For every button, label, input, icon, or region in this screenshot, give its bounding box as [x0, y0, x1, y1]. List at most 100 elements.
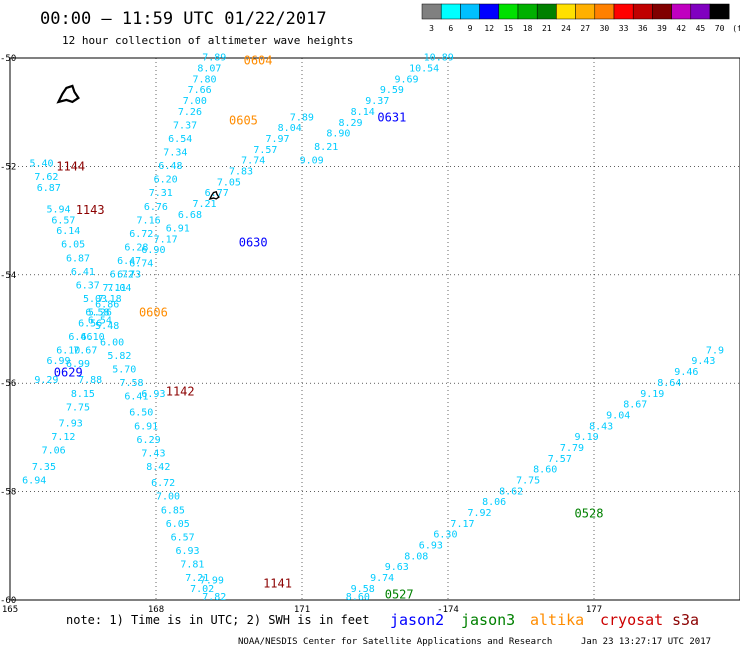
swh-value: 6.73	[117, 270, 141, 281]
swh-value: 8.21	[314, 142, 338, 153]
legend-swatch	[690, 3, 711, 20]
swh-value: 9.04	[606, 410, 630, 421]
swh-value: 8.43	[589, 421, 613, 432]
swh-value: 7.35	[32, 462, 56, 473]
y-tick-label: -50	[0, 54, 16, 64]
legend-label: 24	[561, 24, 571, 33]
swh-value: 6.93	[175, 546, 199, 557]
swh-value: 7.9	[706, 345, 724, 356]
legend-swatch	[421, 3, 442, 20]
swh-value: 7.89	[202, 53, 226, 64]
swh-value: 7.31	[149, 188, 173, 199]
mission-legend: jason2 jason3 altika cryosat s3a	[390, 611, 699, 629]
swh-value: 5.94	[47, 204, 71, 215]
footer-credit: NOAA/NESDIS Center for Satellite Applica…	[238, 637, 552, 647]
tick-labels: 165 168 171 -174 177 -50 -52 -54 -56 -58 -60	[0, 54, 602, 615]
swh-value: 7.18	[98, 294, 122, 305]
landmasses	[56, 84, 220, 200]
legend-label: 70	[715, 24, 725, 33]
x-tick-label: 165	[2, 605, 18, 615]
legend-label: 21	[542, 24, 552, 33]
swh-value: 6.28	[124, 242, 148, 253]
swh-value: 7.75	[66, 402, 90, 413]
swh-value: 6.76	[144, 202, 168, 213]
swh-value: 7.17	[154, 234, 178, 245]
legend-swatch	[613, 3, 634, 20]
swh-value: 7.92	[467, 508, 491, 519]
swh-value: 7.11	[102, 283, 126, 294]
swh-value: 9.59	[380, 85, 404, 96]
swh-value: 7.79	[560, 443, 584, 454]
pass-label: 0604	[244, 54, 273, 68]
swh-value: 5.40	[29, 158, 53, 169]
legend-label: 3	[429, 24, 434, 33]
auckland-islands-icon	[56, 84, 80, 104]
swh-value: 6.47	[117, 256, 141, 267]
pass-label: 0629	[54, 365, 83, 379]
swh-value: 9.37	[365, 96, 389, 107]
mission-label: s3a	[672, 611, 699, 629]
x-tick-label: 168	[148, 605, 164, 615]
swh-value: 9.46	[674, 367, 698, 378]
pass-label: 0630	[239, 235, 268, 249]
swh-value: 6.99	[47, 356, 71, 367]
swh-value: 6.74	[129, 259, 153, 270]
x-tick-label: 171	[294, 605, 310, 615]
swh-value: 6.91	[134, 421, 158, 432]
swh-value: 7.16	[137, 215, 161, 226]
pass-label: 1144	[56, 159, 85, 173]
swh-value: 7.21	[193, 199, 217, 210]
footer-note: note: 1) Time is in UTC; 2) SWH is in fe…	[66, 613, 369, 627]
swh-value: 5.48	[95, 321, 119, 332]
legend-label: 33	[619, 24, 629, 33]
swh-value: 7.00	[156, 492, 180, 503]
swh-value: 5.26	[88, 307, 112, 318]
swh-value: 7.05	[217, 177, 241, 188]
swh-value: 7.57	[548, 454, 572, 465]
legend-swatch	[652, 3, 672, 20]
swh-value: 6.68	[178, 210, 202, 221]
legend-swatch	[671, 3, 692, 20]
swh-value: 6.50	[129, 408, 153, 419]
swh-value: 9.63	[385, 562, 409, 573]
legend-label: 45	[696, 24, 706, 33]
swh-value: 9.19	[575, 432, 599, 443]
x-tick-label: -174	[437, 605, 459, 615]
swh-value: 7.74	[241, 156, 265, 167]
swh-value: 7.99	[200, 576, 224, 587]
swh-value: 8.62	[499, 486, 523, 497]
swh-value: 5.03	[83, 294, 107, 305]
swh-value: 7.12	[51, 432, 75, 443]
legend-label: 27	[580, 24, 590, 33]
swh-value: 6.85	[161, 505, 185, 516]
swh-value: 6.57	[171, 532, 195, 543]
swh-value: 7.00	[183, 96, 207, 107]
swh-value: 7.58	[120, 378, 144, 389]
chart-title: 00:00 – 11:59 UTC 01/22/2017	[40, 9, 327, 29]
swh-value: 6.86	[95, 299, 119, 310]
swh-value: 6.54	[168, 134, 192, 145]
y-tick-label: -54	[0, 271, 16, 281]
swh-value: 7.89	[290, 112, 314, 123]
legend-swatch	[479, 3, 500, 20]
swh-value: 6.72	[110, 270, 134, 281]
swh-value: 7.37	[173, 120, 197, 131]
legend-label: 12	[484, 24, 494, 33]
mission-label: jason3	[461, 611, 515, 629]
pass-labels: 0604 0605 0606 0631 0630 0629 0528 0527 1144 1143…	[54, 54, 604, 602]
swh-value: 6.72	[129, 229, 153, 240]
x-tick-label: 177	[586, 605, 602, 615]
swh-value: 7.06	[42, 446, 66, 457]
swh-value: 7.93	[59, 419, 83, 430]
legend-label: 39	[657, 24, 667, 33]
swh-value: 7.62	[34, 172, 58, 183]
swh-value: 9.69	[394, 74, 418, 85]
swh-value: 6.41	[71, 267, 95, 278]
swh-value: 10.54	[409, 64, 439, 75]
pass-label: 0606	[139, 306, 168, 320]
mission-label: altika	[530, 611, 584, 629]
swh-value: 6.10	[56, 345, 80, 356]
y-tick-label: -58	[0, 488, 16, 498]
grid-lines	[10, 58, 740, 600]
legend-swatch	[517, 3, 538, 20]
